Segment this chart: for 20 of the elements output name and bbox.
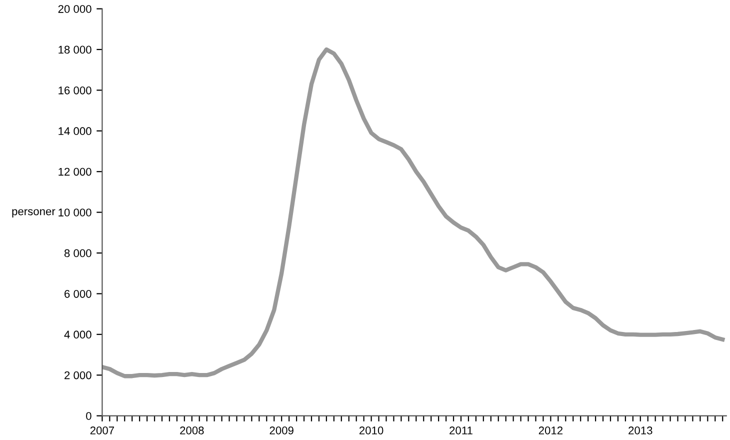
y-tick-label: 2 000	[64, 371, 92, 380]
x-tick-label: 2010	[359, 426, 384, 434]
y-axis-title: personer	[12, 209, 56, 218]
y-tick-label: 0	[86, 412, 92, 420]
y-tick-label: 12 000	[58, 168, 92, 176]
x-tick-label: 2009	[270, 426, 294, 434]
y-tick-label: 8 000	[64, 249, 92, 258]
y-tick-label: 18 000	[58, 46, 92, 54]
y-tick-label: 16 000	[58, 86, 92, 94]
x-tick-label: 2012	[538, 426, 562, 434]
y-tick-label: 4 000	[64, 330, 92, 339]
x-tick-label: 2011	[450, 426, 472, 434]
y-tick-label: 14 000	[58, 127, 92, 136]
y-tick-label: 20 000	[58, 5, 92, 13]
y-tick-label: 6 000	[64, 290, 92, 298]
x-tick-label: 2007	[90, 426, 114, 434]
x-tick-label: 2008	[180, 426, 204, 434]
x-tick-label: 2013	[628, 426, 652, 434]
line-series	[102, 47, 725, 378]
y-tick-label: 10 000	[58, 208, 92, 216]
